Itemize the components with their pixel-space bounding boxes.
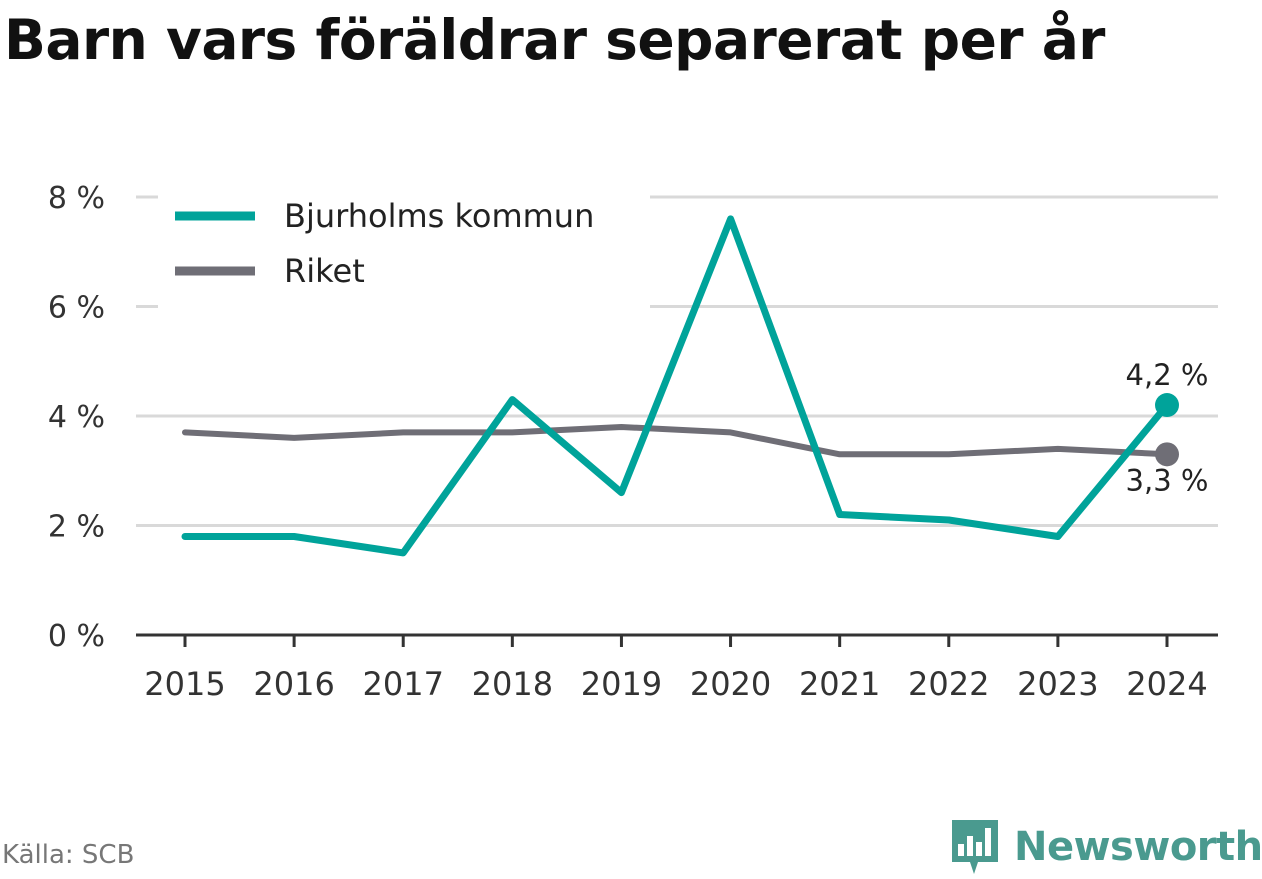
legend-background	[158, 188, 650, 310]
x-tick-label: 2018	[472, 665, 553, 703]
series-lines	[181, 215, 1171, 557]
y-tick-label: 2 %	[48, 510, 105, 545]
bar-chart-icon	[952, 820, 998, 874]
x-tick-label: 2015	[144, 665, 225, 703]
y-tick-label: 4 %	[48, 400, 105, 435]
series-line-0	[181, 215, 1171, 557]
newsworthy-logo: Newsworthy	[950, 818, 1262, 876]
source-label: Källa: SCB	[2, 840, 135, 870]
y-tick-label: 6 %	[48, 291, 105, 326]
end-marker-1	[1155, 442, 1179, 467]
end-label-1: 3,3 %	[1126, 463, 1209, 497]
x-tick-label: 2020	[690, 665, 771, 703]
end-marker-0	[1155, 393, 1179, 418]
x-tick-labels: 2015 2016 2017 2018 2019 2020 2021 2022 2023 2024	[144, 635, 1208, 703]
legend-label-1: Riket	[284, 252, 365, 290]
x-tick-label: 2019	[581, 665, 662, 703]
x-tick-label: 2023	[1017, 665, 1098, 703]
end-markers: 4,2 % 3,3 %	[1126, 358, 1209, 497]
brand-name: Newsworthy	[1014, 824, 1262, 870]
x-tick-label: 2017	[363, 665, 444, 703]
x-tick-label: 2022	[908, 665, 989, 703]
chart-title: Barn vars föräldrar separerat per år	[4, 8, 1105, 72]
x-tick-label: 2016	[253, 665, 334, 703]
legend-label-0: Bjurholms kommun	[284, 197, 594, 235]
legend: Bjurholms kommun Riket	[158, 188, 650, 310]
series-line-1	[182, 424, 1170, 458]
x-tick-label: 2021	[799, 665, 880, 703]
y-tick-label: 8 %	[48, 181, 105, 216]
end-label-0: 4,2 %	[1126, 358, 1209, 392]
x-tick-label: 2024	[1126, 665, 1207, 703]
y-tick-labels: 0 % 2 % 4 % 6 % 8 %	[48, 181, 105, 654]
y-tick-label: 0 %	[48, 619, 105, 654]
